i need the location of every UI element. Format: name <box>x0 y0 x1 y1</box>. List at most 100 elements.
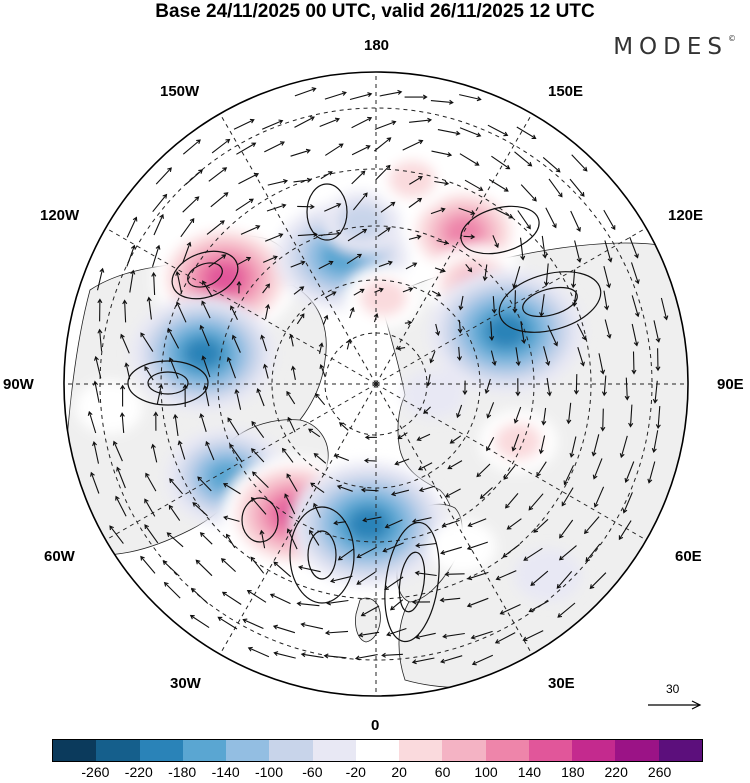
wind-arrow <box>264 141 285 153</box>
wind-arrow <box>169 478 184 495</box>
wind-arrow <box>269 593 291 605</box>
latitude-circle-50 <box>160 168 592 600</box>
wind-arrow <box>557 602 576 618</box>
wind-arrow <box>353 288 365 296</box>
wind-arrow <box>533 518 549 533</box>
wind-arrow <box>242 618 264 630</box>
map-boundary <box>63 71 689 697</box>
meridian-line <box>375 227 647 385</box>
wind-arrow <box>570 210 581 232</box>
wind-arrow <box>415 542 437 548</box>
wind-arrow <box>374 120 397 130</box>
wind-arrow <box>329 575 353 584</box>
wind-arrow <box>566 402 572 425</box>
wind-arrow <box>512 290 518 314</box>
wind-arrow <box>324 203 342 212</box>
contour-ring <box>241 497 279 543</box>
wind-arrow <box>199 324 210 347</box>
contour-ring <box>289 506 355 604</box>
wind-arrow <box>430 207 446 215</box>
wind-arrow <box>286 473 298 492</box>
colorbar-ticks: -260 -220 -180 -140 -100 -60 -20 20 60 100 140 180 2… <box>52 764 703 782</box>
wind-arrow <box>523 547 543 561</box>
wind-arrow <box>112 440 123 462</box>
wind-arrow <box>442 632 465 639</box>
anomaly-pos-25e <box>429 520 497 574</box>
wind-arrow <box>439 597 461 603</box>
wind-arrow <box>163 581 181 599</box>
wind-arrow <box>470 630 493 640</box>
wind-arrow <box>175 270 183 294</box>
wind-arrow <box>397 432 408 440</box>
reference-vector: 30 <box>640 680 710 710</box>
wind-arrow <box>351 170 366 185</box>
colorbar-swatch <box>139 740 183 761</box>
wind-arrow <box>264 233 284 242</box>
lon-label-90e: 90E <box>717 376 744 393</box>
wind-arrow <box>92 441 100 464</box>
wind-arrow <box>222 483 241 495</box>
anomaly-pos-60e <box>494 422 542 461</box>
wind-arrow <box>543 346 551 367</box>
wind-arrow <box>547 325 558 347</box>
anomaly-neg-40e <box>514 548 582 602</box>
wind-arrow <box>456 346 462 362</box>
wind-arrow <box>229 443 243 462</box>
wind-arrow <box>647 461 656 484</box>
wind-arrow <box>569 178 585 197</box>
wind-arrow <box>574 240 582 263</box>
wind-arrow <box>319 117 341 128</box>
colorbar-tick-label: 100 <box>474 764 498 780</box>
lon-label-150e: 150E <box>548 83 584 100</box>
colorbar-swatch <box>615 740 659 761</box>
wind-arrow <box>351 145 371 156</box>
wind-arrow <box>585 543 601 563</box>
wind-arrow <box>463 234 476 240</box>
colorbar-swatch <box>53 740 97 761</box>
colorbar-tick-label: -60 <box>302 764 323 780</box>
wind-arrow <box>459 94 482 102</box>
colorbar-swatch <box>96 740 140 761</box>
colorbar-swatch <box>485 740 529 761</box>
wind-arrow <box>182 196 200 213</box>
wind-arrow <box>465 263 473 273</box>
wind-arrow <box>195 559 213 577</box>
wind-arrow <box>374 287 384 293</box>
wind-arrow <box>129 269 136 293</box>
wind-arrow <box>561 487 574 507</box>
meridian-line <box>105 383 377 541</box>
wind-arrow <box>310 482 325 494</box>
wind-arrow <box>206 220 225 235</box>
wind-arrow <box>346 338 352 350</box>
wind-arrow <box>294 116 315 128</box>
lon-label-0: 0 <box>371 717 380 734</box>
wind-arrow <box>220 558 236 573</box>
wind-arrow <box>272 624 296 634</box>
wind-arrow <box>266 203 287 212</box>
wind-arrow <box>144 365 154 381</box>
wind-arrow <box>166 532 184 548</box>
wind-arrow <box>120 333 130 354</box>
wind-arrow <box>346 253 363 265</box>
contour-ring <box>460 205 540 255</box>
wind-arrow <box>356 571 376 585</box>
map-title: Base 24/11/2025 00 UTC, valid 26/11/2025… <box>155 1 595 22</box>
wind-arrow <box>364 434 378 440</box>
wind-arrow <box>411 657 435 665</box>
wind-arrow <box>513 406 522 424</box>
wind-arrow <box>491 296 497 314</box>
wind-arrow <box>434 267 446 273</box>
wind-arrow <box>479 487 493 500</box>
anomaly-neg-75e <box>403 369 465 419</box>
wind-arrow <box>109 525 124 544</box>
colorbar-tick-label: 20 <box>391 764 407 780</box>
wind-arrow <box>652 380 658 404</box>
contour-ring <box>307 530 337 580</box>
colorbar-tick-label: 220 <box>604 764 628 780</box>
wind-arrow <box>457 320 463 334</box>
wind-arrow <box>262 255 278 263</box>
colorbar-tick-label: 180 <box>561 764 585 780</box>
wind-arrow <box>140 332 154 352</box>
wind-arrow <box>516 126 537 139</box>
wind-arrow <box>536 461 547 477</box>
